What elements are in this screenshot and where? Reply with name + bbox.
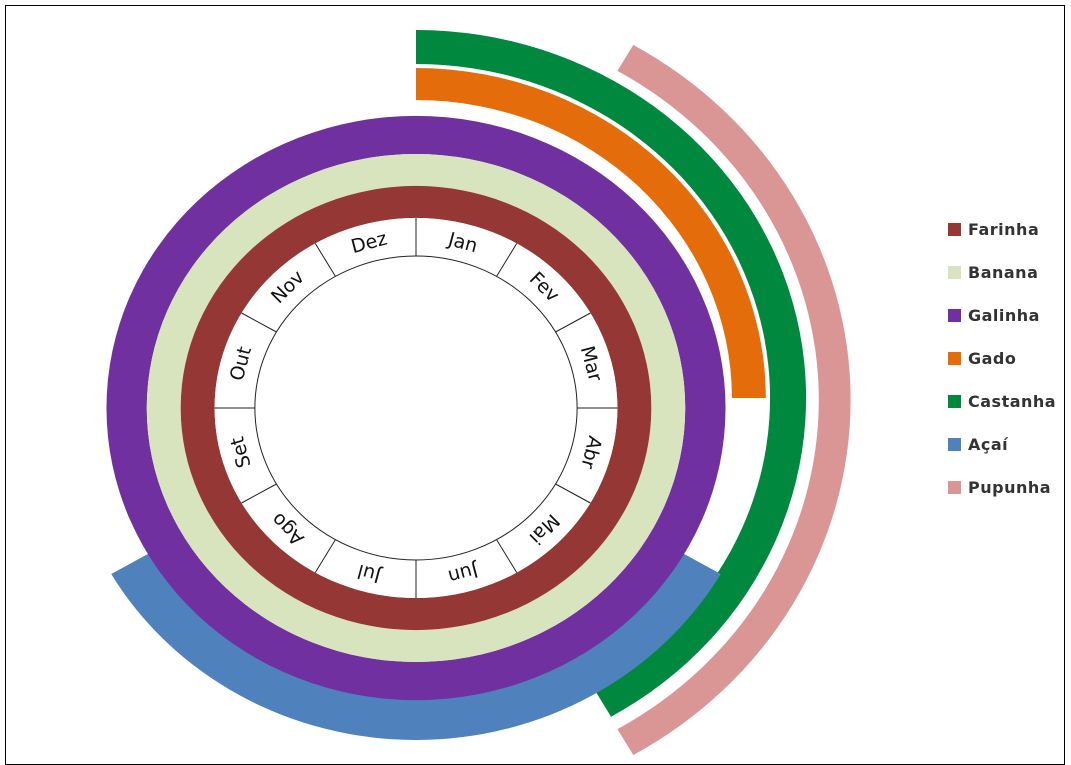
- legend-item-banana: Banana: [948, 251, 1071, 294]
- ring-gado: [416, 68, 766, 398]
- legend-item-galinha: Galinha: [948, 294, 1071, 337]
- month-divider: [241, 312, 277, 333]
- legend-item-acai: Açaí: [948, 423, 1071, 466]
- chart-frame: Jan Fev Mar Abr Mai Jun Jul Ago Set Out Nov Dez Far…: [5, 5, 1065, 765]
- legend-swatch-gado: [948, 352, 961, 365]
- legend-label-galinha: Galinha: [968, 306, 1040, 325]
- ring-castanha: [416, 30, 807, 717]
- legend-swatch-acai: [948, 438, 961, 451]
- legend-item-farinha: Farinha: [948, 208, 1071, 251]
- legend-label-gado: Gado: [968, 349, 1017, 368]
- legend-item-castanha: Castanha: [948, 380, 1071, 423]
- legend-item-gado: Gado: [948, 337, 1071, 380]
- month-divider: [555, 312, 591, 333]
- legend-label-banana: Banana: [968, 263, 1039, 282]
- legend-swatch-banana: [948, 266, 961, 279]
- legend-swatch-farinha: [948, 223, 961, 236]
- month-divider: [241, 483, 277, 504]
- legend-label-castanha: Castanha: [968, 392, 1057, 411]
- legend-swatch-castanha: [948, 395, 961, 408]
- legend: Farinha Banana Galinha Gado Castanha Aça…: [948, 208, 1071, 509]
- month-divider: [555, 483, 591, 504]
- series-rings: [106, 30, 851, 755]
- legend-item-pupunha: Pupunha: [948, 466, 1071, 509]
- ring-pupunha: [617, 44, 851, 755]
- month-divider: [314, 539, 336, 573]
- legend-swatch-galinha: [948, 309, 961, 322]
- legend-label-acai: Açaí: [968, 435, 1009, 454]
- legend-label-farinha: Farinha: [968, 220, 1040, 239]
- inner-circle: [254, 255, 578, 561]
- month-divider: [496, 539, 518, 573]
- legend-swatch-pupunha: [948, 481, 961, 494]
- month-divider: [314, 243, 336, 277]
- month-divider: [496, 243, 518, 277]
- ring-acai: [111, 553, 721, 740]
- legend-label-pupunha: Pupunha: [968, 478, 1052, 497]
